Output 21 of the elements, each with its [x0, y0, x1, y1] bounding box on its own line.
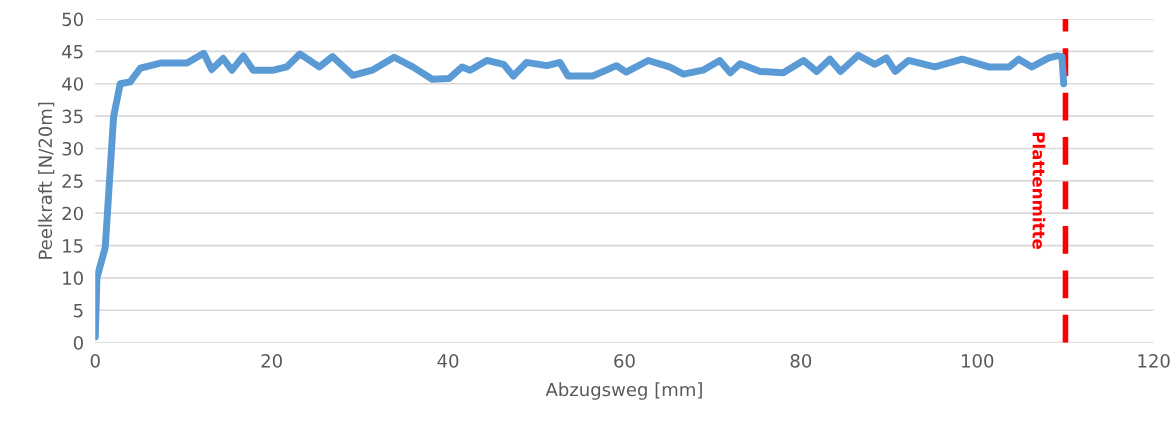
y-tick-label: 35 [62, 109, 83, 124]
y-tick-label: 10 [63, 271, 83, 286]
y-tick-label: 5 [74, 303, 83, 318]
y-tick-label: 50 [62, 12, 83, 27]
x-tick-label: 20 [261, 354, 282, 368]
x-tick-label: 0 [90, 354, 100, 368]
x-tick-label: 40 [437, 354, 459, 368]
x-tick-label: 100 [962, 354, 994, 368]
y-tick-label: 15 [63, 239, 83, 253]
y-tick-label: 40 [62, 77, 83, 91]
y-axis-title: Peelkraft [N/20m] [38, 102, 55, 259]
y-tick-label: 30 [62, 141, 83, 156]
x-axis-title: Abzugsweg [mm] [545, 382, 702, 400]
x-tick-label: 80 [790, 354, 812, 368]
y-tick-label: 20 [62, 206, 83, 221]
y-tick-label: 45 [62, 45, 83, 59]
y-tick-label: 0 [73, 336, 83, 350]
ref-line-label: Plattenmitte [1032, 132, 1046, 250]
x-tick-label: 60 [614, 354, 635, 368]
x-tick-label: 120 [1138, 354, 1170, 368]
y-tick-label: 25 [62, 174, 83, 188]
